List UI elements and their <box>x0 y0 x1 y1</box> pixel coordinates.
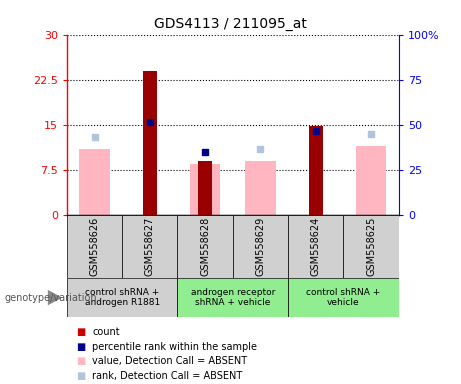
Text: GSM558627: GSM558627 <box>145 217 155 276</box>
Text: control shRNA +
androgen R1881: control shRNA + androgen R1881 <box>84 288 160 307</box>
Text: GSM558628: GSM558628 <box>200 217 210 276</box>
Text: genotype/variation: genotype/variation <box>5 293 97 303</box>
Text: ■: ■ <box>76 342 85 352</box>
Bar <box>198 161 212 215</box>
Bar <box>245 161 276 215</box>
Bar <box>67 278 177 317</box>
Text: GSM558624: GSM558624 <box>311 217 321 276</box>
Polygon shape <box>48 290 62 305</box>
Bar <box>143 71 157 215</box>
Bar <box>122 215 177 278</box>
Text: ■: ■ <box>76 356 85 366</box>
Bar <box>177 278 288 317</box>
Bar <box>190 164 220 215</box>
Bar <box>309 126 323 215</box>
Text: GSM558626: GSM558626 <box>89 217 100 276</box>
Bar <box>177 215 233 278</box>
Text: percentile rank within the sample: percentile rank within the sample <box>92 342 257 352</box>
Text: androgen receptor
shRNA + vehicle: androgen receptor shRNA + vehicle <box>190 288 275 307</box>
Bar <box>288 278 399 317</box>
Text: GDS4113 / 211095_at: GDS4113 / 211095_at <box>154 17 307 31</box>
Text: GSM558629: GSM558629 <box>255 217 266 276</box>
Text: ■: ■ <box>76 327 85 337</box>
Text: ■: ■ <box>76 371 85 381</box>
Text: GSM558625: GSM558625 <box>366 217 376 276</box>
Text: count: count <box>92 327 120 337</box>
Bar <box>288 215 343 278</box>
Bar <box>356 146 386 215</box>
Bar <box>343 215 399 278</box>
Text: control shRNA +
vehicle: control shRNA + vehicle <box>306 288 381 307</box>
Bar <box>79 149 110 215</box>
Text: rank, Detection Call = ABSENT: rank, Detection Call = ABSENT <box>92 371 242 381</box>
Bar <box>67 215 122 278</box>
Text: value, Detection Call = ABSENT: value, Detection Call = ABSENT <box>92 356 247 366</box>
Bar <box>233 215 288 278</box>
